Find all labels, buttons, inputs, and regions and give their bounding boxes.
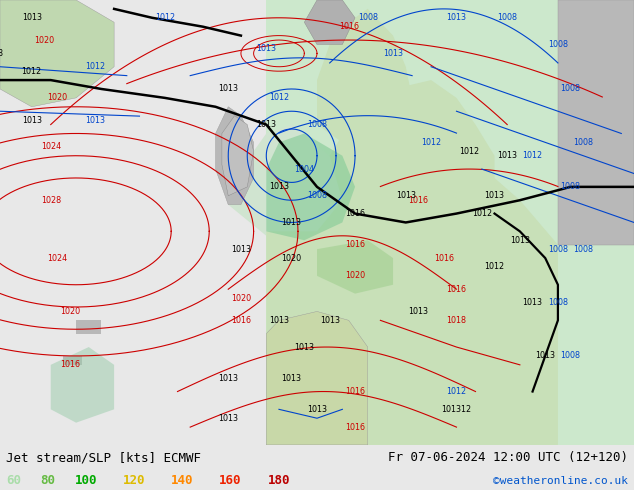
Polygon shape: [317, 9, 412, 143]
Text: 1013: 1013: [218, 374, 238, 383]
Text: 1016: 1016: [60, 360, 80, 369]
Text: 1016: 1016: [345, 422, 365, 432]
Text: 1004: 1004: [294, 165, 314, 173]
Text: Jet stream/SLP [kts] ECMWF: Jet stream/SLP [kts] ECMWF: [6, 451, 202, 464]
Text: 1008: 1008: [548, 245, 568, 254]
Text: 1012: 1012: [472, 209, 492, 218]
Text: 120: 120: [123, 474, 145, 488]
Polygon shape: [317, 240, 393, 294]
Text: 1016: 1016: [408, 196, 429, 205]
Text: 1012: 1012: [522, 151, 543, 160]
Polygon shape: [266, 312, 368, 445]
Text: 1013: 1013: [231, 245, 251, 254]
Text: 1012: 1012: [421, 138, 441, 147]
Text: 1028: 1028: [41, 196, 61, 205]
Text: 1024: 1024: [41, 142, 61, 151]
Text: 1013: 1013: [408, 307, 429, 316]
Text: 1008: 1008: [497, 13, 517, 23]
Text: 1008: 1008: [560, 84, 581, 94]
Text: 1016: 1016: [345, 240, 365, 249]
Text: 1013: 1013: [281, 218, 302, 227]
Text: 1012: 1012: [484, 263, 505, 271]
Text: 1008: 1008: [560, 351, 581, 361]
Polygon shape: [266, 133, 355, 240]
Text: 1013: 1013: [218, 84, 238, 94]
Bar: [0, 0, 266, 445]
Polygon shape: [266, 80, 558, 445]
Text: 1016: 1016: [446, 285, 467, 294]
Text: 1008: 1008: [573, 138, 593, 147]
Text: 1013: 1013: [396, 191, 416, 200]
Text: 1008: 1008: [560, 182, 581, 192]
Text: 1013: 1013: [497, 151, 517, 160]
Text: 1020: 1020: [345, 271, 365, 280]
Text: 1013: 1013: [446, 13, 467, 23]
Text: 80: 80: [41, 474, 56, 488]
Text: 1012: 1012: [85, 62, 105, 71]
Text: 1016: 1016: [345, 209, 365, 218]
Text: 1013: 1013: [320, 316, 340, 325]
Bar: [76, 320, 101, 334]
Text: 1012: 1012: [155, 13, 175, 23]
Text: 1013: 1013: [269, 182, 289, 192]
Text: 60: 60: [6, 474, 22, 488]
Text: 1012: 1012: [446, 387, 467, 396]
Text: 1013: 1013: [218, 414, 238, 423]
Polygon shape: [304, 0, 355, 45]
Text: 140: 140: [171, 474, 193, 488]
Text: 8: 8: [0, 49, 3, 58]
Text: 1012: 1012: [22, 67, 42, 75]
Polygon shape: [216, 107, 254, 205]
Text: 1018: 1018: [446, 316, 467, 325]
Text: ©weatheronline.co.uk: ©weatheronline.co.uk: [493, 476, 628, 486]
Text: 101312: 101312: [441, 405, 472, 414]
Text: 1020: 1020: [47, 94, 67, 102]
Text: 1013: 1013: [383, 49, 403, 58]
Text: 1013: 1013: [256, 120, 276, 129]
Text: 1013: 1013: [535, 351, 555, 361]
Polygon shape: [51, 347, 114, 423]
Text: 1024: 1024: [47, 253, 67, 263]
Text: 1013: 1013: [522, 298, 543, 307]
Text: 1020: 1020: [281, 253, 302, 263]
Text: 1012: 1012: [269, 94, 289, 102]
Text: 160: 160: [219, 474, 242, 488]
Text: 1012: 1012: [459, 147, 479, 156]
Text: 1008: 1008: [358, 13, 378, 23]
Bar: [266, 0, 634, 445]
Polygon shape: [228, 124, 342, 236]
Text: 1013: 1013: [281, 374, 302, 383]
Text: 1016: 1016: [434, 253, 454, 263]
Text: 1013: 1013: [85, 116, 105, 124]
Text: 1013: 1013: [256, 45, 276, 53]
Text: 1008: 1008: [548, 298, 568, 307]
Text: 1013: 1013: [269, 316, 289, 325]
Text: 1016: 1016: [339, 22, 359, 31]
Polygon shape: [222, 116, 254, 196]
Text: 1013: 1013: [22, 13, 42, 23]
Text: 1016: 1016: [231, 316, 251, 325]
Bar: [63, 356, 82, 365]
Polygon shape: [0, 0, 114, 107]
Polygon shape: [558, 0, 634, 245]
Text: 100: 100: [75, 474, 97, 488]
Text: 1008: 1008: [307, 120, 327, 129]
Text: 180: 180: [268, 474, 290, 488]
Text: 1008: 1008: [307, 191, 327, 200]
Text: 1020: 1020: [34, 36, 55, 45]
Text: Fr 07-06-2024 12:00 UTC (12+120): Fr 07-06-2024 12:00 UTC (12+120): [387, 451, 628, 464]
Text: 1013: 1013: [22, 116, 42, 124]
Text: 1013: 1013: [484, 191, 505, 200]
Text: 1020: 1020: [60, 307, 80, 316]
Text: 1008: 1008: [573, 245, 593, 254]
Text: 1016: 1016: [345, 387, 365, 396]
Text: 1013: 1013: [307, 405, 327, 414]
Text: 1013: 1013: [294, 343, 314, 351]
Text: 1020: 1020: [231, 294, 251, 303]
Text: 1008: 1008: [548, 40, 568, 49]
Text: 1013: 1013: [510, 236, 530, 245]
